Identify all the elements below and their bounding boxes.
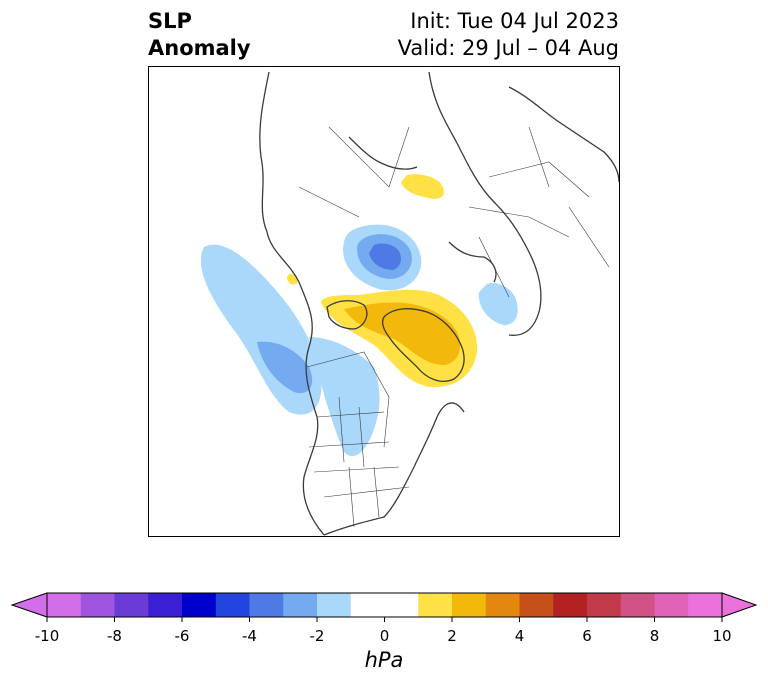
title-anomaly: Anomaly [148, 36, 251, 60]
colorbar-tick-label: -2 [309, 627, 325, 645]
colorbar-extend-low [10, 592, 48, 618]
negative-anomaly-canada [309, 337, 380, 457]
colorbar-tick-label: -6 [174, 627, 190, 645]
colorbar-tick-label: -10 [34, 627, 60, 645]
negative-anomaly-siberia [343, 224, 422, 291]
colorbar-segment [587, 593, 622, 617]
colorbar-segment [452, 593, 487, 617]
init-date: Init: Tue 04 Jul 2023 [410, 9, 619, 33]
positive-anomaly-alaska [287, 273, 298, 285]
colorbar-tick-label: 8 [649, 627, 660, 645]
colorbar-tick-label: 6 [582, 627, 592, 645]
anomaly-map [148, 66, 620, 537]
colorbar-extend-high [721, 592, 758, 618]
colorbar-segment [688, 593, 723, 617]
colorbar-segment [350, 593, 419, 617]
colorbar-segment [485, 593, 520, 617]
colorbar-tick-label: 10 [712, 627, 732, 645]
valid-range: Valid: 29 Jul – 04 Aug [397, 36, 619, 60]
borders [298, 126, 610, 528]
colorbar-segment [654, 593, 689, 617]
title-variable: SLP [148, 9, 192, 33]
colorbar-segment [114, 593, 149, 617]
colorbar [10, 592, 758, 622]
colorbar-segment [249, 593, 284, 617]
colorbar-tick-label: 2 [447, 627, 457, 645]
colorbar-segment [283, 593, 318, 617]
colorbar-tick-label: -4 [242, 627, 257, 645]
colorbar-tick-label: 0 [379, 627, 390, 645]
colorbar-tick-label: 4 [514, 627, 525, 645]
positive-anomaly-russia [401, 174, 445, 199]
map-canvas [200, 71, 619, 536]
colorbar-segment [47, 593, 82, 617]
coastlines [259, 71, 619, 536]
colorbar-segment [418, 593, 453, 617]
negative-anomaly-europe [478, 283, 518, 325]
colorbar-segment [620, 593, 655, 617]
units-label: hPa [364, 648, 404, 672]
colorbar-segment [80, 593, 115, 617]
positive-anomaly-greenland [321, 289, 478, 388]
title-left: SLP Anomaly [148, 8, 251, 62]
colorbar-segment [519, 593, 554, 617]
colorbar-segment [553, 593, 588, 617]
colorbar-segment [182, 593, 217, 617]
colorbar-segment [148, 593, 183, 617]
title-right: Init: Tue 04 Jul 2023 Valid: 29 Jul – 04… [398, 8, 619, 62]
colorbar-tick-label: -8 [107, 627, 122, 645]
negative-anomaly-west-coast [200, 244, 322, 415]
colorbar-segment [317, 593, 352, 617]
colorbar-segment [215, 593, 250, 617]
